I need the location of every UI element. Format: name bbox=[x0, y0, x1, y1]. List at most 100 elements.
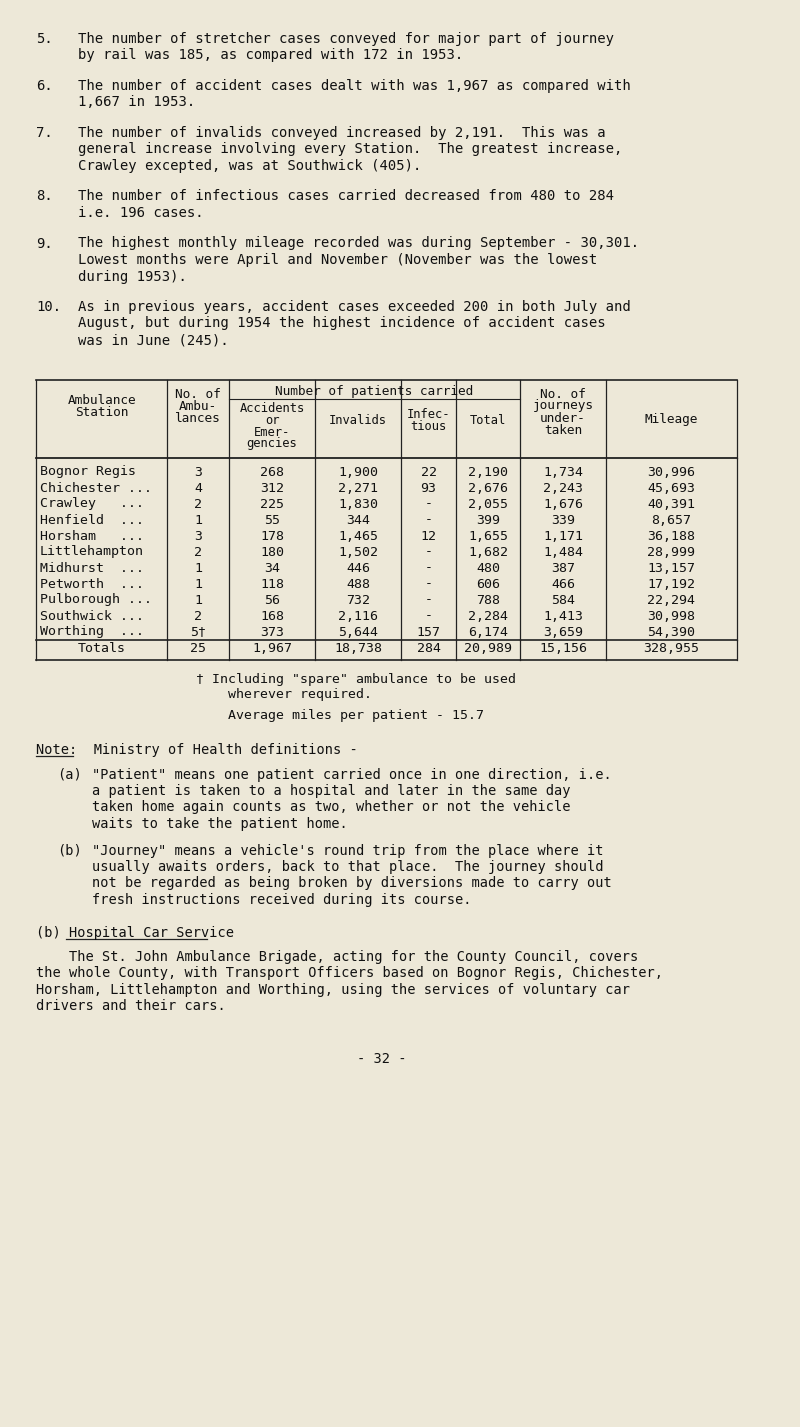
Text: The number of infectious cases carried decreased from 480 to 284: The number of infectious cases carried d… bbox=[78, 190, 614, 204]
Text: Total: Total bbox=[470, 414, 506, 427]
Text: 480: 480 bbox=[476, 561, 500, 575]
Text: Petworth  ...: Petworth ... bbox=[40, 578, 144, 591]
Text: -: - bbox=[425, 561, 433, 575]
Text: Crawley   ...: Crawley ... bbox=[40, 498, 144, 511]
Text: Invalids: Invalids bbox=[329, 414, 387, 427]
Text: 20,989: 20,989 bbox=[464, 642, 512, 655]
Text: 93: 93 bbox=[421, 481, 437, 495]
Text: 1,682: 1,682 bbox=[468, 545, 508, 558]
Text: 30,998: 30,998 bbox=[647, 609, 695, 622]
Text: 446: 446 bbox=[346, 561, 370, 575]
Text: i.e. 196 cases.: i.e. 196 cases. bbox=[78, 205, 204, 220]
Text: 1,171: 1,171 bbox=[543, 529, 583, 542]
Text: 10.: 10. bbox=[36, 300, 62, 314]
Text: 36,188: 36,188 bbox=[647, 529, 695, 542]
Text: 118: 118 bbox=[260, 578, 284, 591]
Text: 2: 2 bbox=[194, 609, 202, 622]
Text: -: - bbox=[425, 498, 433, 511]
Text: was in June (245).: was in June (245). bbox=[78, 332, 229, 347]
Text: August, but during 1954 the highest incidence of accident cases: August, but during 1954 the highest inci… bbox=[78, 317, 606, 331]
Text: Infec-: Infec- bbox=[406, 408, 450, 421]
Text: during 1953).: during 1953). bbox=[78, 270, 187, 284]
Text: 1,676: 1,676 bbox=[543, 498, 583, 511]
Text: 788: 788 bbox=[476, 594, 500, 606]
Text: Ambu-: Ambu- bbox=[179, 400, 217, 412]
Text: -: - bbox=[425, 609, 433, 622]
Text: 7.: 7. bbox=[36, 126, 53, 140]
Text: 2,284: 2,284 bbox=[468, 609, 508, 622]
Text: Ambulance: Ambulance bbox=[67, 394, 136, 407]
Text: 2: 2 bbox=[194, 545, 202, 558]
Text: "Journey" means a vehicle's round trip from the place where it: "Journey" means a vehicle's round trip f… bbox=[92, 843, 603, 858]
Text: Southwick ...: Southwick ... bbox=[40, 609, 144, 622]
Text: Chichester ...: Chichester ... bbox=[40, 481, 152, 495]
Text: not be regarded as being broken by diversions made to carry out: not be regarded as being broken by diver… bbox=[92, 876, 611, 890]
Text: As in previous years, accident cases exceeded 200 in both July and: As in previous years, accident cases exc… bbox=[78, 300, 631, 314]
Text: (b): (b) bbox=[58, 843, 82, 858]
Text: 225: 225 bbox=[260, 498, 284, 511]
Text: 6,174: 6,174 bbox=[468, 625, 508, 638]
Text: -: - bbox=[425, 594, 433, 606]
Text: No. of: No. of bbox=[175, 388, 221, 401]
Text: 1,967: 1,967 bbox=[252, 642, 292, 655]
Text: 13,157: 13,157 bbox=[647, 561, 695, 575]
Text: 25: 25 bbox=[190, 642, 206, 655]
Text: -: - bbox=[425, 514, 433, 527]
Text: taken: taken bbox=[544, 424, 582, 437]
Text: -: - bbox=[425, 545, 433, 558]
Text: Mileage: Mileage bbox=[645, 414, 698, 427]
Text: 17,192: 17,192 bbox=[647, 578, 695, 591]
Text: The highest monthly mileage recorded was during September - 30,301.: The highest monthly mileage recorded was… bbox=[78, 237, 639, 251]
Text: - 32 -: - 32 - bbox=[357, 1052, 406, 1066]
Text: 40,391: 40,391 bbox=[647, 498, 695, 511]
Text: 6.: 6. bbox=[36, 78, 53, 93]
Text: 1,484: 1,484 bbox=[543, 545, 583, 558]
Text: lances: lances bbox=[175, 411, 221, 424]
Text: No. of: No. of bbox=[540, 388, 586, 401]
Text: 5†: 5† bbox=[190, 625, 206, 638]
Text: Station: Station bbox=[75, 405, 128, 418]
Text: 22: 22 bbox=[421, 465, 437, 478]
Text: Totals: Totals bbox=[78, 642, 126, 655]
Text: 1,734: 1,734 bbox=[543, 465, 583, 478]
Text: 1,465: 1,465 bbox=[338, 529, 378, 542]
Text: 56: 56 bbox=[264, 594, 280, 606]
Text: The number of stretcher cases conveyed for major part of journey: The number of stretcher cases conveyed f… bbox=[78, 31, 614, 46]
Text: 1,830: 1,830 bbox=[338, 498, 378, 511]
Text: Horsham, Littlehampton and Worthing, using the services of voluntary car: Horsham, Littlehampton and Worthing, usi… bbox=[36, 983, 630, 997]
Text: Number of patients carried: Number of patients carried bbox=[275, 384, 474, 398]
Text: "Patient" means one patient carried once in one direction, i.e.: "Patient" means one patient carried once… bbox=[92, 768, 611, 782]
Text: under-: under- bbox=[540, 411, 586, 424]
Text: journeys: journeys bbox=[533, 400, 594, 412]
Text: 8,657: 8,657 bbox=[651, 514, 691, 527]
Text: 2,190: 2,190 bbox=[468, 465, 508, 478]
Text: drivers and their cars.: drivers and their cars. bbox=[36, 999, 226, 1013]
Text: 12: 12 bbox=[421, 529, 437, 542]
Text: The number of accident cases dealt with was 1,967 as compared with: The number of accident cases dealt with … bbox=[78, 78, 631, 93]
Text: 2,055: 2,055 bbox=[468, 498, 508, 511]
Text: Accidents: Accidents bbox=[239, 401, 305, 414]
Text: Worthing  ...: Worthing ... bbox=[40, 625, 144, 638]
Text: 180: 180 bbox=[260, 545, 284, 558]
Text: 387: 387 bbox=[551, 561, 575, 575]
Text: 339: 339 bbox=[551, 514, 575, 527]
Text: or: or bbox=[265, 414, 279, 427]
Text: 2,271: 2,271 bbox=[338, 481, 378, 495]
Text: taken home again counts as two, whether or not the vehicle: taken home again counts as two, whether … bbox=[92, 801, 570, 815]
Text: Lowest months were April and November (November was the lowest: Lowest months were April and November (N… bbox=[78, 253, 598, 267]
Text: 2,243: 2,243 bbox=[543, 481, 583, 495]
Text: 157: 157 bbox=[417, 625, 441, 638]
Text: 3: 3 bbox=[194, 529, 202, 542]
Text: by rail was 185, as compared with 172 in 1953.: by rail was 185, as compared with 172 in… bbox=[78, 49, 463, 63]
Text: Emer-: Emer- bbox=[254, 425, 290, 438]
Text: 2: 2 bbox=[194, 498, 202, 511]
Text: wherever required.: wherever required. bbox=[196, 688, 372, 701]
Text: tious: tious bbox=[410, 420, 446, 432]
Text: 1: 1 bbox=[194, 594, 202, 606]
Text: 488: 488 bbox=[346, 578, 370, 591]
Text: 328,955: 328,955 bbox=[643, 642, 699, 655]
Text: 344: 344 bbox=[346, 514, 370, 527]
Text: 2,116: 2,116 bbox=[338, 609, 378, 622]
Text: (b) Hospital Car Service: (b) Hospital Car Service bbox=[36, 926, 234, 939]
Text: 3,659: 3,659 bbox=[543, 625, 583, 638]
